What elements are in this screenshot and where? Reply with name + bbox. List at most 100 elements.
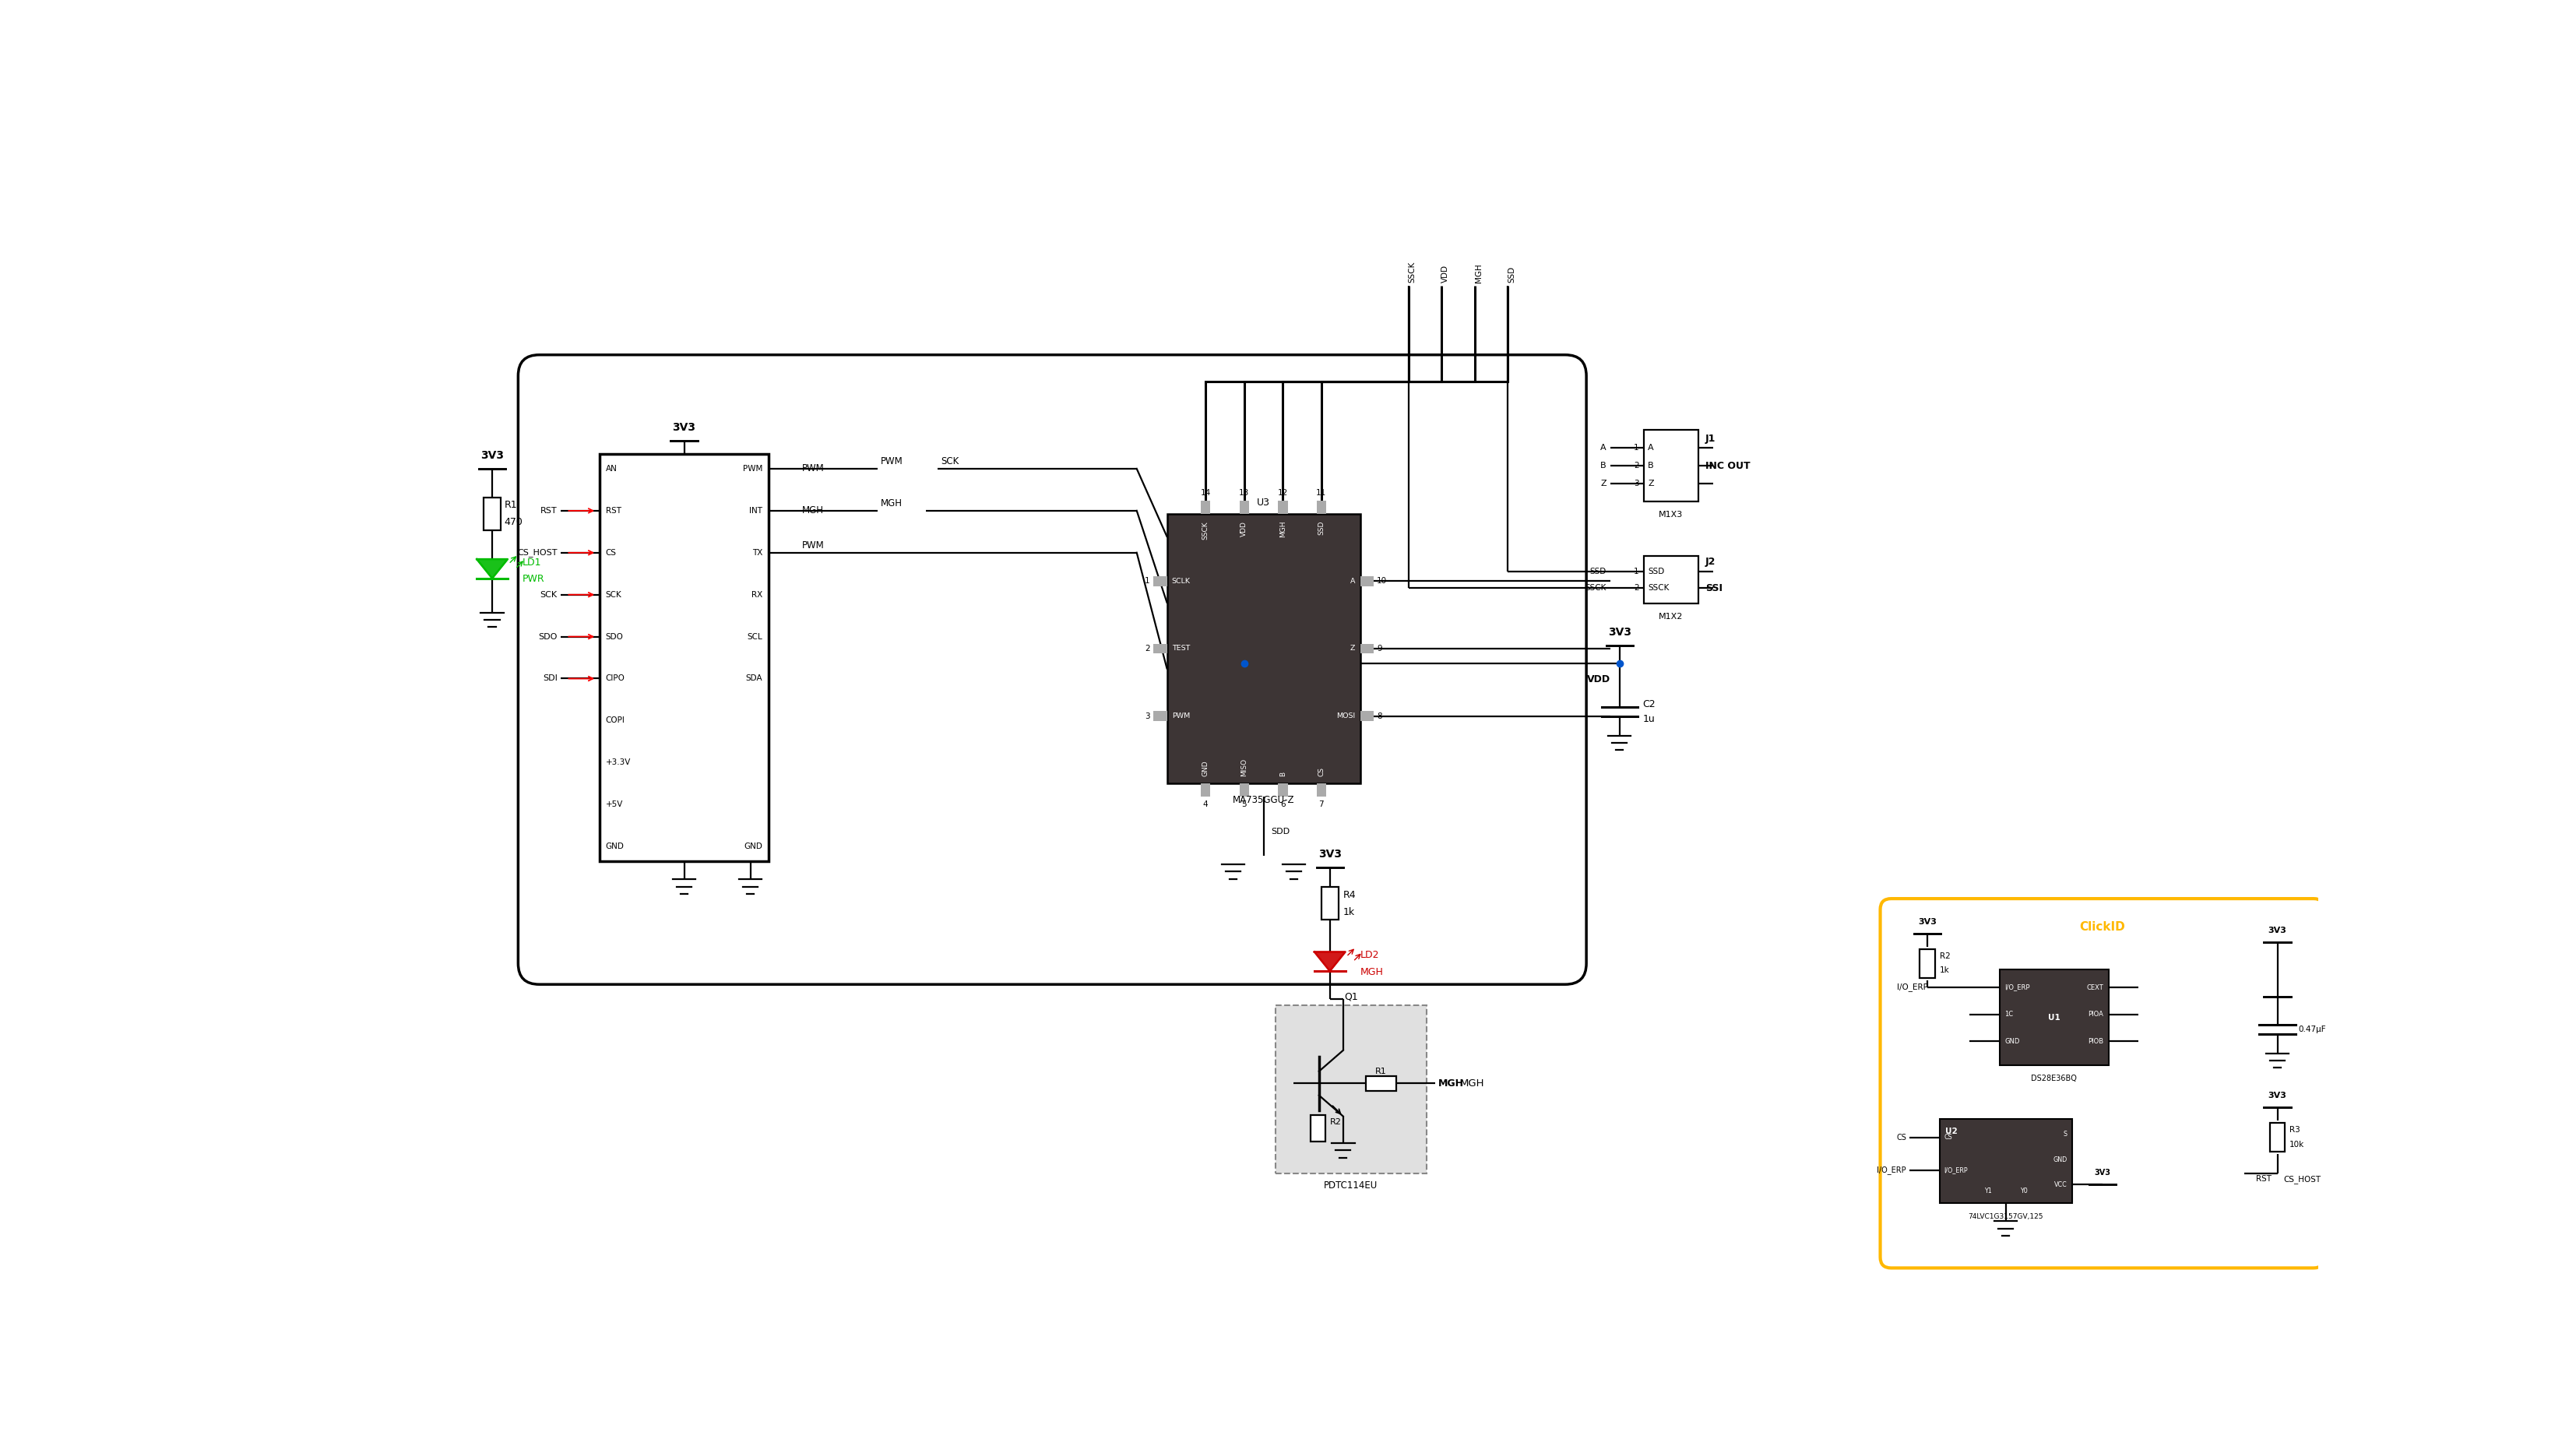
Text: 3V3: 3V3 <box>672 421 696 433</box>
Bar <box>1365 1075 1396 1091</box>
Text: SSCK: SSCK <box>1409 262 1417 283</box>
Text: 3: 3 <box>1144 712 1149 721</box>
Text: 3: 3 <box>1633 479 1638 488</box>
Text: 3V3: 3V3 <box>1919 918 1937 926</box>
Text: B: B <box>1280 772 1285 776</box>
Bar <box>1643 430 1698 501</box>
Bar <box>1919 949 1935 978</box>
Text: PWM: PWM <box>742 465 762 472</box>
Bar <box>1360 577 1373 586</box>
Bar <box>1278 500 1288 514</box>
Text: A: A <box>1350 578 1355 584</box>
Text: 470: 470 <box>505 517 523 527</box>
Text: 5: 5 <box>1242 801 1247 808</box>
Text: 10: 10 <box>1378 577 1386 586</box>
Polygon shape <box>1314 952 1345 971</box>
Text: VCC: VCC <box>2053 1181 2069 1189</box>
Bar <box>1360 712 1373 721</box>
Text: 14: 14 <box>1200 490 1211 497</box>
Text: 2: 2 <box>1144 645 1149 652</box>
Bar <box>2269 1123 2285 1152</box>
Polygon shape <box>477 559 507 578</box>
Text: 13: 13 <box>1239 490 1249 497</box>
Text: 11: 11 <box>1316 490 1327 497</box>
Text: 1: 1 <box>1633 568 1638 575</box>
Text: DS28E36BQ: DS28E36BQ <box>2030 1075 2076 1082</box>
Text: COPI: COPI <box>605 716 626 725</box>
Text: RX: RX <box>752 591 762 599</box>
Bar <box>1200 783 1211 796</box>
Text: SSD: SSD <box>1507 266 1515 283</box>
Text: SDO: SDO <box>538 632 556 641</box>
Text: MGH: MGH <box>801 506 824 516</box>
Text: 0.47µF: 0.47µF <box>2298 1026 2326 1033</box>
Bar <box>1316 500 1327 514</box>
Text: MGH: MGH <box>1461 1078 1484 1088</box>
Text: SCL: SCL <box>747 632 762 641</box>
Bar <box>1154 644 1167 654</box>
Text: 1u: 1u <box>1643 713 1654 724</box>
Text: 1C: 1C <box>2004 1011 2014 1019</box>
Text: GND: GND <box>605 843 623 850</box>
Text: CS_HOST: CS_HOST <box>518 548 556 556</box>
Text: VDD: VDD <box>1242 522 1247 536</box>
Text: GND: GND <box>2004 1037 2020 1045</box>
Text: SSD: SSD <box>1589 568 1607 575</box>
Text: C2: C2 <box>1643 699 1656 709</box>
Text: PDTC114EU: PDTC114EU <box>1324 1180 1378 1190</box>
Text: 10k: 10k <box>2290 1141 2306 1148</box>
Text: SSI: SSI <box>1705 584 1723 594</box>
Text: 3V3: 3V3 <box>2094 1170 2110 1177</box>
Text: SDI: SDI <box>544 674 556 683</box>
Text: R4: R4 <box>1342 891 1355 899</box>
Text: MOSI: MOSI <box>1337 712 1355 719</box>
Text: R1: R1 <box>505 500 518 510</box>
Text: 9: 9 <box>1378 645 1383 652</box>
Text: CS: CS <box>1896 1133 1906 1141</box>
Text: 74LVC1G3157GV,125: 74LVC1G3157GV,125 <box>1968 1213 2043 1221</box>
Text: TEST: TEST <box>1172 645 1190 652</box>
Text: MA735GGU-Z: MA735GGU-Z <box>1231 795 1293 805</box>
Text: INT: INT <box>750 507 762 514</box>
Text: Z: Z <box>1350 645 1355 652</box>
Text: Y0: Y0 <box>2020 1187 2027 1194</box>
Text: 3V3: 3V3 <box>2267 927 2287 934</box>
Bar <box>484 497 500 530</box>
Bar <box>1278 783 1288 796</box>
Text: VDD: VDD <box>1443 264 1450 283</box>
Text: AN: AN <box>605 465 618 472</box>
Text: SSCK: SSCK <box>1584 584 1607 591</box>
Text: CS: CS <box>1945 1133 1953 1141</box>
Text: SSCK: SSCK <box>1203 522 1208 539</box>
Text: 6: 6 <box>1280 801 1285 808</box>
Text: PWM: PWM <box>801 541 824 551</box>
Text: PWM: PWM <box>801 464 824 474</box>
Bar <box>1239 500 1249 514</box>
Text: RST: RST <box>605 507 621 514</box>
Text: R2: R2 <box>1329 1119 1342 1126</box>
Text: R1: R1 <box>1376 1068 1386 1075</box>
Text: SSD: SSD <box>1319 522 1324 535</box>
Text: M1X3: M1X3 <box>1659 511 1682 519</box>
Bar <box>600 453 768 862</box>
Text: B: B <box>1600 462 1607 469</box>
Text: 8: 8 <box>1378 712 1383 721</box>
Text: 4: 4 <box>1203 801 1208 808</box>
Text: 12: 12 <box>1278 490 1288 497</box>
Text: SCLK: SCLK <box>1172 578 1190 584</box>
Text: PIOA: PIOA <box>2089 1011 2105 1019</box>
Text: LD1: LD1 <box>523 556 541 567</box>
FancyBboxPatch shape <box>1880 898 2324 1268</box>
Text: SCK: SCK <box>940 456 958 466</box>
Bar <box>1316 783 1327 796</box>
Text: SDD: SDD <box>1270 828 1291 835</box>
Text: SSCK: SSCK <box>1649 584 1669 591</box>
Bar <box>1200 500 1211 514</box>
Bar <box>1275 1005 1427 1173</box>
Text: PWR: PWR <box>523 574 544 584</box>
Text: TX: TX <box>752 549 762 556</box>
Text: R3: R3 <box>2290 1126 2300 1133</box>
Text: MGH: MGH <box>881 498 902 509</box>
Text: M1X2: M1X2 <box>1659 613 1682 620</box>
Text: U2: U2 <box>1945 1128 1958 1135</box>
